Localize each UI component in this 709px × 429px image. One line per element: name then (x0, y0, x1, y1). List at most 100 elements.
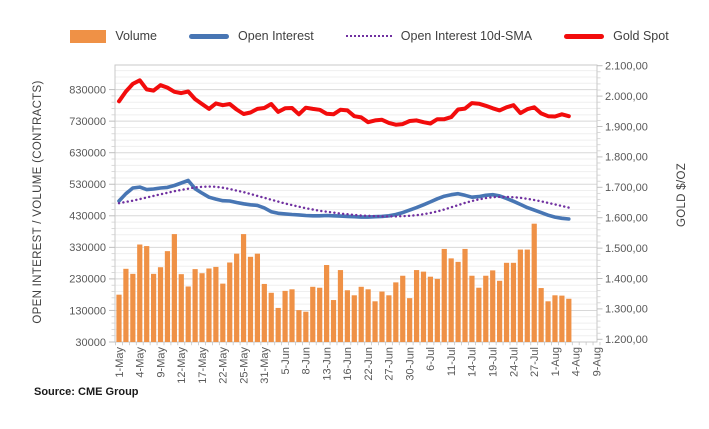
volume-bar (164, 251, 171, 342)
volume-bar (483, 275, 489, 342)
left-axis-tick-label: 330000 (69, 242, 106, 254)
source-note: Source: CME Group (34, 386, 139, 398)
legend-item-volume: Volume (70, 29, 157, 43)
left-axis-tick-label: 430000 (69, 211, 106, 223)
open-interest-swatch-icon (189, 33, 230, 39)
x-axis-label: 5-Jun (280, 347, 292, 375)
x-axis-label: 27-Jul (529, 347, 541, 377)
volume-bar (400, 275, 406, 342)
left-axis-tick-label: 630000 (69, 148, 106, 160)
right-axis-tick-label: 1.500,00 (605, 243, 648, 255)
volume-bar (116, 294, 122, 342)
volume-bar (379, 291, 385, 342)
volume-bar (206, 268, 212, 342)
volume-bar (303, 311, 309, 342)
volume-bar (296, 310, 302, 342)
volume-bar (503, 262, 510, 342)
volume-bar (137, 244, 143, 342)
volume-bar (545, 301, 551, 342)
volume-bar (386, 295, 392, 342)
volume-bar (462, 248, 468, 342)
volume-bar (144, 246, 150, 342)
right-axis-tick-label: 2.100,00 (605, 61, 648, 73)
volume-bar (420, 271, 427, 342)
x-axis-label: 12-May (176, 347, 188, 384)
legend-item-open-interest: Open Interest (189, 29, 314, 43)
volume-bar (192, 269, 198, 342)
right-axis-tick-label: 2.000,00 (605, 91, 648, 103)
gold-spot-swatch-icon (564, 33, 605, 39)
x-axis-label: 17-May (197, 347, 209, 384)
left-axis-tick-label: 730000 (69, 116, 106, 128)
volume-bar (234, 253, 240, 342)
x-axis-label: 4-Aug (571, 347, 583, 376)
left-axis-tick-label: 830000 (69, 84, 106, 96)
volume-bar (358, 286, 364, 342)
x-axis-label: 24-Jul (508, 347, 520, 377)
volume-bar (490, 270, 496, 342)
volume-bar (199, 273, 205, 342)
x-axis-label: 1-Aug (550, 347, 562, 376)
volume-bar (123, 268, 129, 342)
x-axis-label: 19-Jul (487, 347, 499, 377)
volume-bar (220, 283, 226, 342)
volume-bar (434, 278, 440, 342)
legend-label-volume: Volume (115, 29, 158, 43)
right-axis-tick-label: 1.900,00 (605, 121, 648, 133)
volume-bar (538, 288, 544, 342)
right-axis-tick-label: 1.400,00 (605, 273, 648, 285)
volume-bar (476, 287, 482, 342)
left-axis-tick-label: 130000 (69, 305, 106, 317)
left-axis-tick-label: 230000 (69, 274, 106, 286)
right-axis-tick-label: 1.600,00 (605, 213, 648, 225)
volume-bar (324, 265, 330, 342)
volume-bar (289, 289, 295, 342)
x-axis-label: 1-May (114, 347, 126, 378)
x-axis-label: 30-Jun (404, 347, 416, 381)
volume-bar (178, 274, 184, 342)
left-axis-tick-label: 30000 (75, 337, 106, 349)
volume-bar (227, 262, 233, 342)
left-axis-tick-label: 530000 (69, 179, 106, 191)
volume-bar (517, 249, 523, 342)
volume-bar (531, 223, 537, 342)
volume-bar (566, 298, 572, 342)
volume-bar (441, 248, 447, 342)
legend-item-open-interest-sma: Open Interest 10d-SMA (345, 29, 533, 43)
x-axis-label: 22-May (218, 347, 230, 384)
volume-bar (407, 298, 413, 342)
volume-bar (261, 283, 267, 342)
volume-bar (157, 267, 164, 342)
gold-spot-line (117, 78, 571, 127)
volume-bar (455, 261, 461, 342)
x-axis-label: 9-May (155, 347, 167, 378)
volume-bar (185, 286, 191, 342)
volume-bar (337, 270, 344, 342)
volume-bar (310, 286, 316, 342)
volume-bar (427, 276, 434, 342)
volume-bar (254, 253, 261, 342)
x-axis-label: 4-May (135, 347, 147, 378)
volume-bar (559, 295, 565, 342)
x-axis-label: 25-May (238, 347, 250, 384)
volume-bar (448, 258, 454, 342)
volume-bar (151, 273, 157, 342)
right-axis-tick-label: 1.300,00 (605, 304, 648, 316)
x-axis-label: 22-Jun (363, 347, 375, 381)
legend-label-open-interest-sma: Open Interest 10d-SMA (400, 29, 533, 43)
legend-label-open-interest: Open Interest (238, 29, 314, 43)
volume-bar (171, 234, 177, 342)
volume-bar (330, 300, 337, 342)
open-interest-sma-line (117, 185, 570, 218)
volume-bar (213, 266, 219, 342)
volume-bar (351, 295, 357, 342)
volume-bar (393, 282, 399, 342)
legend: Volume Open Interest Open Interest 10d-S… (40, 26, 699, 46)
volume-bar (552, 295, 558, 342)
volume-bar (240, 234, 247, 342)
open-interest-sma-swatch-icon (345, 35, 392, 37)
volume-bar (497, 280, 503, 342)
x-axis-label: 31-May (259, 347, 271, 384)
